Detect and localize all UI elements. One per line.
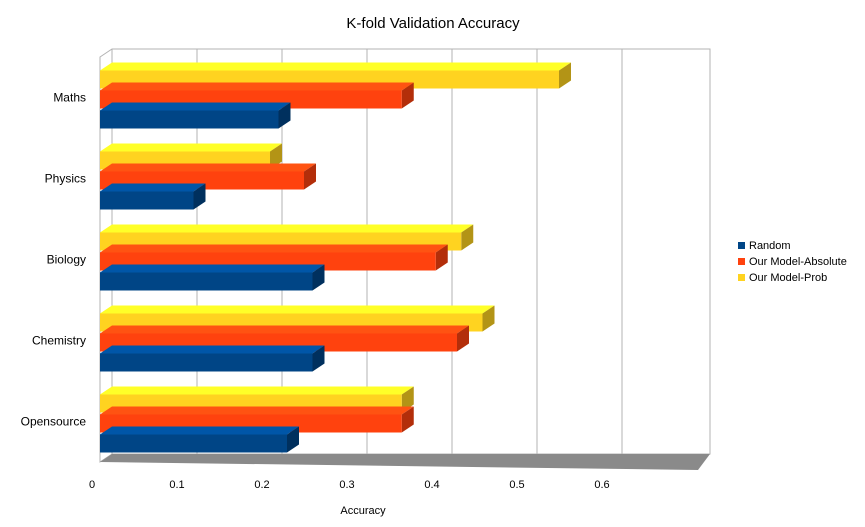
bar-top-face (100, 143, 282, 152)
bar-top-face (100, 102, 291, 111)
bar-side-face (401, 82, 414, 109)
legend: Random Our Model-Absolute Our Model-Prob (738, 240, 847, 284)
bar-side-face (278, 102, 291, 129)
x-tick-label: 0.3 (339, 479, 354, 491)
bar-side-face (312, 264, 325, 291)
bar-random (100, 183, 206, 210)
bar-top-face (100, 345, 325, 354)
bars (100, 62, 571, 453)
bar-side-face (461, 224, 474, 251)
x-tick-label: 0.1 (169, 479, 184, 491)
bar-random (100, 102, 291, 129)
bar-side-face (287, 426, 299, 453)
category-labels: Maths Physics Biology Chemistry Opensource (21, 91, 87, 429)
legend-label: Our Model-Prob (749, 272, 827, 284)
legend-swatch (738, 274, 745, 281)
x-tick-labels: 0 0.1 0.2 0.3 0.4 0.5 0.6 (89, 479, 610, 491)
bar-side-face (270, 143, 282, 170)
category-label: Opensource (21, 415, 87, 429)
bar-top-face (100, 325, 469, 334)
x-tick-label: 0.4 (424, 479, 439, 491)
chart-title: K-fold Validation Accuracy (346, 15, 520, 32)
bar-front-face (100, 110, 279, 129)
bar-top-face (100, 82, 414, 91)
bar-front-face (100, 272, 313, 291)
bar-top-face (100, 305, 495, 314)
x-axis-title: Accuracy (340, 505, 386, 517)
bar-side-face (401, 406, 414, 433)
bar-top-face (100, 406, 414, 415)
category-label: Biology (47, 253, 86, 267)
bar-front-face (100, 434, 287, 453)
bar-top-face (100, 183, 206, 192)
bar-side-face (482, 305, 495, 332)
category-label: Chemistry (32, 334, 86, 348)
bar-top-face (100, 62, 571, 71)
x-tick-label: 0.2 (254, 479, 269, 491)
bar-top-face (100, 163, 316, 172)
bar-side-face (193, 183, 206, 210)
bar-top-face (100, 386, 414, 395)
bar-front-face (100, 353, 313, 372)
bar-top-face (100, 244, 448, 253)
bar-side-face (559, 62, 571, 89)
x-tick-label: 0.6 (594, 479, 609, 491)
bar-side-face (304, 163, 316, 190)
bar-top-face (100, 224, 474, 233)
bar-our-model-absolute (100, 325, 469, 352)
bar-random (100, 426, 299, 453)
legend-label: Random (749, 240, 791, 252)
bar-side-face (401, 386, 414, 413)
bar-top-face (100, 264, 325, 273)
plot-floor (100, 454, 710, 470)
category-label: Physics (45, 172, 86, 186)
bar-front-face (100, 191, 194, 210)
x-tick-label: 0 (89, 479, 95, 491)
bar-random (100, 264, 325, 291)
bar-top-face (100, 426, 299, 435)
bar-random (100, 345, 325, 372)
x-tick-label: 0.5 (509, 479, 524, 491)
legend-label: Our Model-Absolute (749, 256, 847, 268)
bar-side-face (312, 345, 325, 372)
legend-swatch (738, 258, 745, 265)
category-label: Maths (53, 91, 86, 105)
bar-side-face (435, 244, 448, 271)
bar-side-face (457, 325, 469, 352)
legend-swatch (738, 242, 745, 249)
